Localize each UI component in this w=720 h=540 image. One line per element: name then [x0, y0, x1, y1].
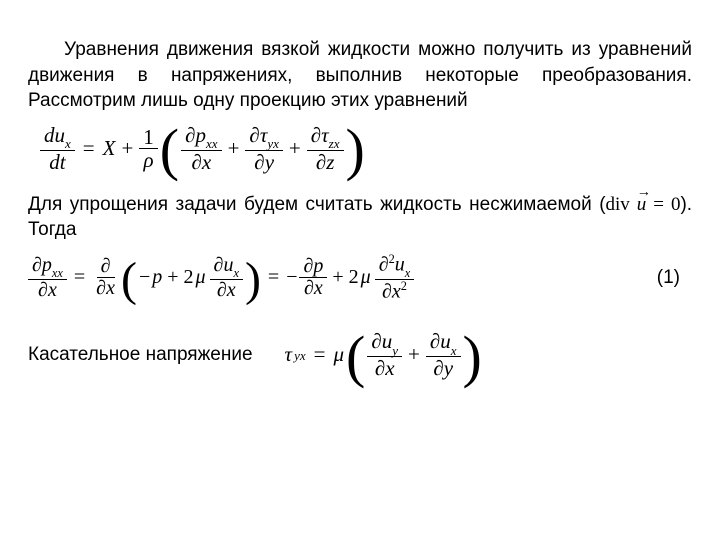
shear-label: Касательное напряжение — [28, 344, 253, 366]
equation-pxx-expand: ∂pxx ∂x = ∂ ∂x ( − p + 2μ ∂ux ∂x ) = − ∂… — [28, 253, 692, 302]
document-page: Уравнения движения вязкой жидкости можно… — [0, 0, 720, 407]
paragraph-simplify: Для упрощения задачи будем считать жидко… — [28, 192, 692, 243]
equation-number-1: (1) — [657, 267, 692, 289]
equation-momentum: dux dt = X + 1 ρ ( ∂pxx ∂x + ∂τyx ∂y + ∂… — [40, 124, 692, 173]
equation-shear: Касательное напряжение τyx = μ ( ∂uy ∂x … — [28, 330, 692, 379]
inline-div-u: div u = 0 — [606, 194, 681, 215]
paragraph-intro: Уравнения движения вязкой жидкости можно… — [28, 37, 692, 114]
